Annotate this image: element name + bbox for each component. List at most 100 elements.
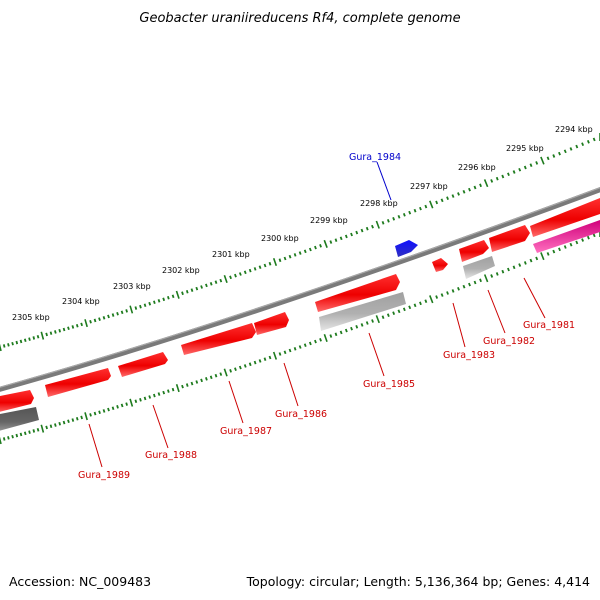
minor-tick — [15, 340, 19, 345]
minor-tick — [93, 318, 97, 323]
gene-label-gura-1985[interactable]: Gura_1985 — [363, 379, 415, 390]
gene-feature[interactable] — [432, 258, 448, 272]
gene-feature[interactable] — [45, 368, 111, 397]
minor-tick — [523, 261, 527, 265]
major-tick — [540, 252, 545, 261]
minor-tick — [45, 425, 48, 430]
minor-tick — [116, 311, 119, 316]
minor-tick — [200, 378, 203, 383]
minor-tick — [143, 303, 147, 307]
minor-tick — [171, 387, 175, 392]
minor-tick — [195, 286, 199, 291]
scale-label-2299: 2299 kbp — [310, 216, 348, 225]
minor-tick — [569, 147, 573, 151]
minor-tick — [98, 410, 101, 415]
minor-tick — [209, 375, 213, 380]
minor-tick — [248, 268, 252, 273]
gene-feature[interactable] — [0, 407, 39, 432]
minor-tick — [451, 289, 455, 293]
major-tick — [483, 179, 489, 188]
gene-label-gura-1981[interactable]: Gura_1981 — [523, 320, 575, 331]
scale-label-2304: 2304 kbp — [62, 297, 100, 306]
minor-tick — [334, 238, 338, 242]
gene-feature[interactable] — [315, 274, 400, 312]
minor-tick — [490, 274, 494, 278]
minor-tick — [319, 337, 322, 342]
gene-label-gura-1982[interactable]: Gura_1982 — [483, 336, 535, 347]
minor-tick — [501, 269, 505, 274]
minor-tick — [7, 436, 10, 440]
minor-tick — [440, 198, 444, 203]
minor-tick — [185, 289, 189, 294]
minor-tick — [49, 331, 53, 335]
minor-tick — [329, 240, 333, 244]
minor-tick — [581, 142, 585, 147]
gene-feature[interactable] — [254, 312, 289, 335]
gene-label-gura-1988[interactable]: Gura_1988 — [145, 450, 197, 461]
minor-tick — [181, 384, 184, 389]
minor-tick — [507, 172, 510, 177]
minor-tick — [28, 337, 31, 341]
gene-label-gura-1989[interactable]: Gura_1989 — [78, 470, 130, 481]
minor-tick — [408, 210, 412, 215]
gene-feature[interactable] — [118, 352, 168, 377]
minor-tick — [419, 206, 422, 211]
minor-tick — [11, 341, 14, 346]
gene-label-gura-1986[interactable]: Gura_1986 — [275, 409, 327, 420]
minor-tick — [288, 254, 292, 259]
major-tick — [175, 290, 180, 299]
minor-tick — [293, 347, 297, 351]
gene-gura-1984[interactable] — [395, 240, 418, 257]
minor-tick — [446, 291, 449, 295]
major-tick — [272, 257, 278, 267]
minor-tick — [546, 252, 550, 256]
minor-tick — [552, 154, 556, 158]
minor-tick — [120, 403, 124, 408]
minor-tick — [457, 192, 460, 196]
minor-tick — [263, 263, 267, 268]
minor-tick — [473, 185, 477, 190]
minor-tick — [462, 284, 466, 289]
gene-feature[interactable] — [319, 292, 406, 331]
minor-tick — [462, 189, 466, 194]
minor-tick — [243, 364, 247, 368]
scale-label-2294: 2294 kbp — [555, 125, 593, 134]
gene-feature[interactable] — [530, 198, 600, 237]
minor-tick — [495, 272, 499, 276]
gene-feature[interactable] — [463, 256, 495, 279]
gene-label-gura-1987[interactable]: Gura_1987 — [220, 426, 272, 437]
minor-tick — [243, 270, 247, 275]
minor-tick — [518, 263, 522, 267]
minor-tick — [234, 273, 237, 278]
gene-label-gura-1984[interactable]: Gura_1984 — [349, 152, 401, 163]
scale-label-2302: 2302 kbp — [162, 266, 200, 275]
gene-feature[interactable] — [489, 225, 530, 252]
minor-tick — [308, 341, 312, 346]
gene-feature[interactable] — [0, 390, 34, 413]
minor-tick — [278, 258, 282, 263]
gene-feature[interactable] — [181, 323, 256, 355]
minor-tick — [308, 247, 312, 252]
minor-tick — [181, 291, 184, 296]
minor-tick — [229, 369, 232, 373]
major-tick — [429, 200, 434, 209]
lower-scale-ruler — [0, 229, 600, 445]
label-leaders — [88, 161, 546, 468]
minor-tick — [479, 278, 482, 283]
minor-tick — [157, 392, 161, 396]
minor-tick — [148, 395, 152, 399]
gene-feature[interactable] — [459, 240, 489, 262]
gene-feature[interactable] — [533, 220, 600, 253]
minor-tick — [586, 235, 590, 240]
minor-tick — [116, 405, 119, 409]
minor-tick — [303, 343, 307, 348]
minor-tick — [93, 411, 97, 416]
minor-tick — [446, 196, 449, 201]
minor-tick — [563, 149, 567, 154]
gene-label-gura-1983[interactable]: Gura_1983 — [443, 350, 495, 361]
major-tick — [223, 274, 228, 283]
minor-tick — [2, 344, 6, 348]
minor-tick — [153, 300, 156, 305]
minor-tick — [535, 256, 539, 261]
minor-tick — [15, 433, 19, 438]
